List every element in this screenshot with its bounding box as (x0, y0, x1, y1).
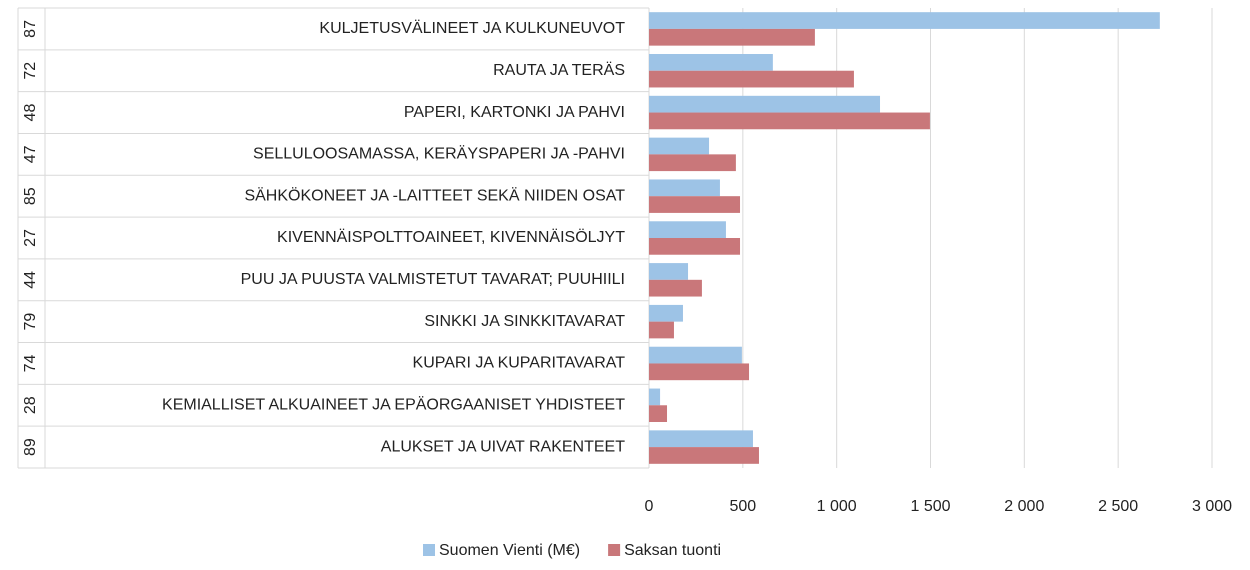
category-label: PAPERI, KARTONKI JA PAHVI (404, 104, 625, 121)
x-tick-label: 2 000 (1004, 498, 1044, 515)
bar (649, 321, 674, 339)
bar (649, 279, 702, 297)
category-code: 44 (22, 271, 39, 289)
legend-label: Saksan tuonti (624, 542, 721, 559)
category-label: KIVENNÄISPOLTTOAINEET, KIVENNÄISÖLJYT (277, 228, 625, 246)
bar (649, 12, 1160, 29)
bar (649, 154, 736, 172)
category-code: 85 (22, 187, 39, 205)
bar (649, 430, 753, 448)
bar (649, 346, 742, 364)
x-tick-label: 1 000 (817, 498, 857, 515)
category-label: PUU JA PUUSTA VALMISTETUT TAVARAT; PUUHI… (241, 271, 625, 288)
bar (649, 238, 741, 255)
bar (649, 405, 668, 422)
category-label: KEMIALLISET ALKUAINEET JA EPÄORGAANISET … (162, 395, 625, 413)
category-code: 74 (22, 354, 39, 372)
category-code: 89 (22, 438, 39, 456)
category-code: 48 (22, 104, 39, 122)
bar (649, 263, 689, 280)
bar (649, 196, 741, 213)
bar (649, 137, 710, 155)
bar (649, 363, 750, 381)
bar (649, 388, 661, 406)
category-label: SINKKI JA SINKKITAVARAT (424, 313, 625, 330)
legend-swatch (423, 544, 435, 556)
category-label: KUPARI JA KUPARITAVARAT (413, 355, 626, 372)
legend-label: Suomen Vienti (M€) (439, 542, 580, 559)
bar (649, 54, 773, 71)
x-tick-label: 2 500 (1098, 498, 1138, 515)
category-code: 72 (22, 62, 39, 80)
bar (649, 28, 815, 46)
category-label: RAUTA JA TERÄS (493, 61, 625, 79)
category-code: 47 (22, 145, 39, 163)
x-tick-label: 3 000 (1192, 498, 1232, 515)
legend-swatch (608, 544, 621, 556)
x-tick-label: 1 500 (910, 498, 950, 515)
bar (649, 70, 854, 88)
category-label: SÄHKÖKONEET JA -LAITTEET SEKÄ NIIDEN OSA… (244, 186, 625, 204)
category-label: KULJETUSVÄLINEET JA KULKUNEUVOT (319, 19, 625, 37)
category-code: 87 (22, 20, 39, 38)
category-label: SELLULOOSAMASSA, KERÄYSPAPERI JA -PAHVI (253, 145, 625, 163)
bar (649, 112, 930, 130)
bar (649, 304, 683, 322)
x-tick-label: 0 (645, 498, 654, 515)
bar (649, 447, 759, 464)
category-code: 27 (22, 229, 39, 247)
bar (649, 179, 720, 197)
category-code: 28 (22, 396, 39, 414)
bar (649, 95, 881, 113)
category-code: 79 (22, 313, 39, 331)
category-label: ALUKSET JA UIVAT RAKENTEET (381, 438, 625, 455)
x-tick-label: 500 (729, 498, 756, 515)
bar (649, 221, 726, 238)
